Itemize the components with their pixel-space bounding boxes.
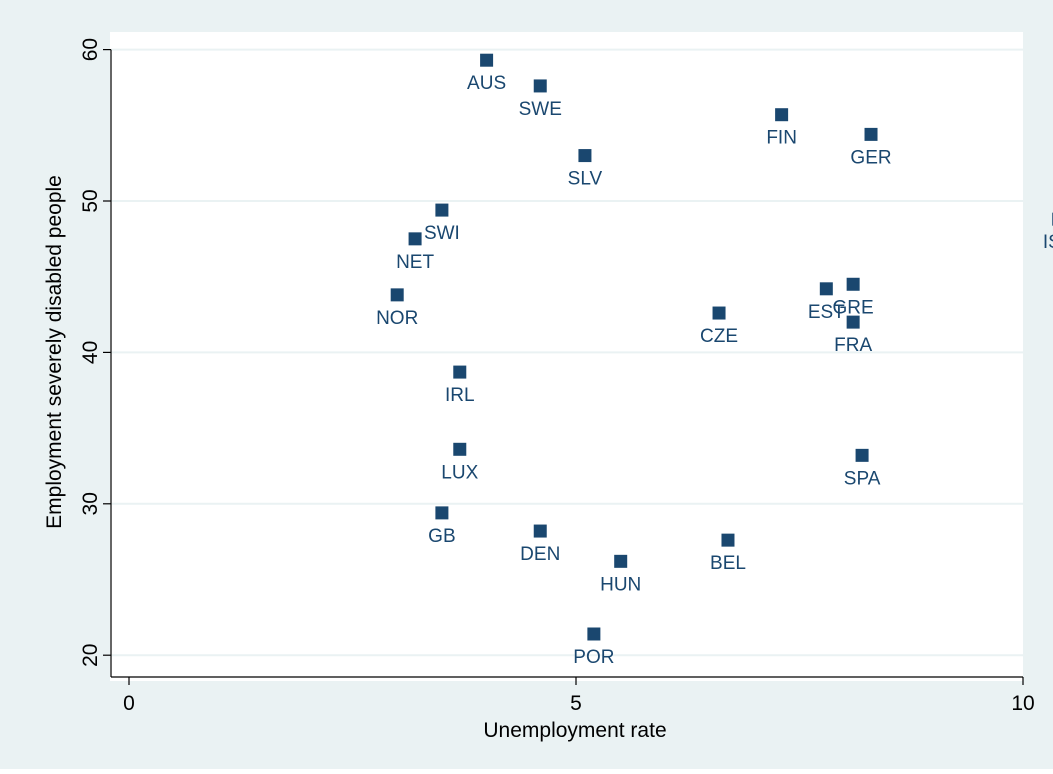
y-axis-ticks: 20 30 40 50 60 bbox=[79, 38, 111, 667]
point-label-por: POR bbox=[573, 647, 614, 668]
point-label-fra: FRA bbox=[834, 335, 872, 356]
data-point-gb bbox=[435, 506, 449, 520]
y-tick-label: 50 bbox=[79, 189, 102, 212]
point-label-gb: GB bbox=[428, 526, 455, 547]
point-label-swe: SWE bbox=[519, 99, 562, 120]
x-tick-label: 0 bbox=[123, 692, 135, 715]
point-label-cze: CZE bbox=[700, 326, 738, 347]
x-axis-ticks: 051015 bbox=[123, 677, 1035, 715]
point-label-gre: GRE bbox=[833, 297, 874, 318]
data-point-spa bbox=[855, 448, 869, 462]
data-point-nor bbox=[390, 288, 404, 302]
data-point-fin bbox=[775, 108, 789, 122]
point-label-lux: LUX bbox=[441, 462, 478, 483]
data-point-irl bbox=[453, 365, 467, 379]
point-label-isr: ISR bbox=[1043, 232, 1053, 253]
data-point-fra bbox=[846, 315, 860, 329]
data-point-cze bbox=[712, 306, 726, 320]
point-label-net: NET bbox=[396, 252, 434, 273]
point-label-slv: SLV bbox=[568, 169, 603, 190]
point-label-spa: SPA bbox=[844, 468, 881, 489]
x-tick-label: 5 bbox=[570, 692, 582, 715]
point-label-nor: NOR bbox=[376, 308, 418, 329]
point-label-est: EST bbox=[808, 302, 845, 323]
x-axis-label: Unemployment rate bbox=[483, 719, 666, 742]
point-label-swi: SWI bbox=[424, 223, 460, 244]
y-tick-label: 30 bbox=[79, 492, 102, 515]
x-tick-label: 10 bbox=[1011, 692, 1034, 715]
data-point-swi bbox=[435, 203, 449, 217]
data-point-est bbox=[819, 282, 833, 296]
point-label-ger: GER bbox=[850, 147, 891, 168]
data-point-aus bbox=[480, 53, 494, 67]
gridlines bbox=[111, 48, 1023, 657]
plot-area bbox=[110, 32, 1023, 681]
point-label-irl: IRL bbox=[445, 385, 475, 406]
point-label-bel: BEL bbox=[710, 553, 746, 574]
data-point-gre bbox=[846, 277, 860, 291]
y-tick-label: 60 bbox=[79, 38, 102, 61]
data-point-por bbox=[587, 627, 601, 641]
data-point-net bbox=[408, 232, 422, 246]
y-tick-label: 20 bbox=[79, 644, 102, 667]
y-tick-label: 40 bbox=[79, 341, 102, 364]
data-point-swe bbox=[533, 79, 547, 93]
data-point-den bbox=[533, 524, 547, 538]
point-label-hun: HUN bbox=[600, 574, 641, 595]
data-point-slv bbox=[578, 149, 592, 163]
data-point-lux bbox=[453, 442, 467, 456]
data-point-hun bbox=[614, 554, 628, 568]
axes bbox=[110, 49, 1023, 678]
y-axis-label: Employment severely disabled people bbox=[43, 175, 66, 529]
data-point-ger bbox=[864, 127, 878, 141]
data-point-bel bbox=[721, 533, 735, 547]
point-label-aus: AUS bbox=[467, 73, 506, 94]
point-label-den: DEN bbox=[520, 544, 560, 565]
point-label-fin: FIN bbox=[766, 128, 797, 149]
